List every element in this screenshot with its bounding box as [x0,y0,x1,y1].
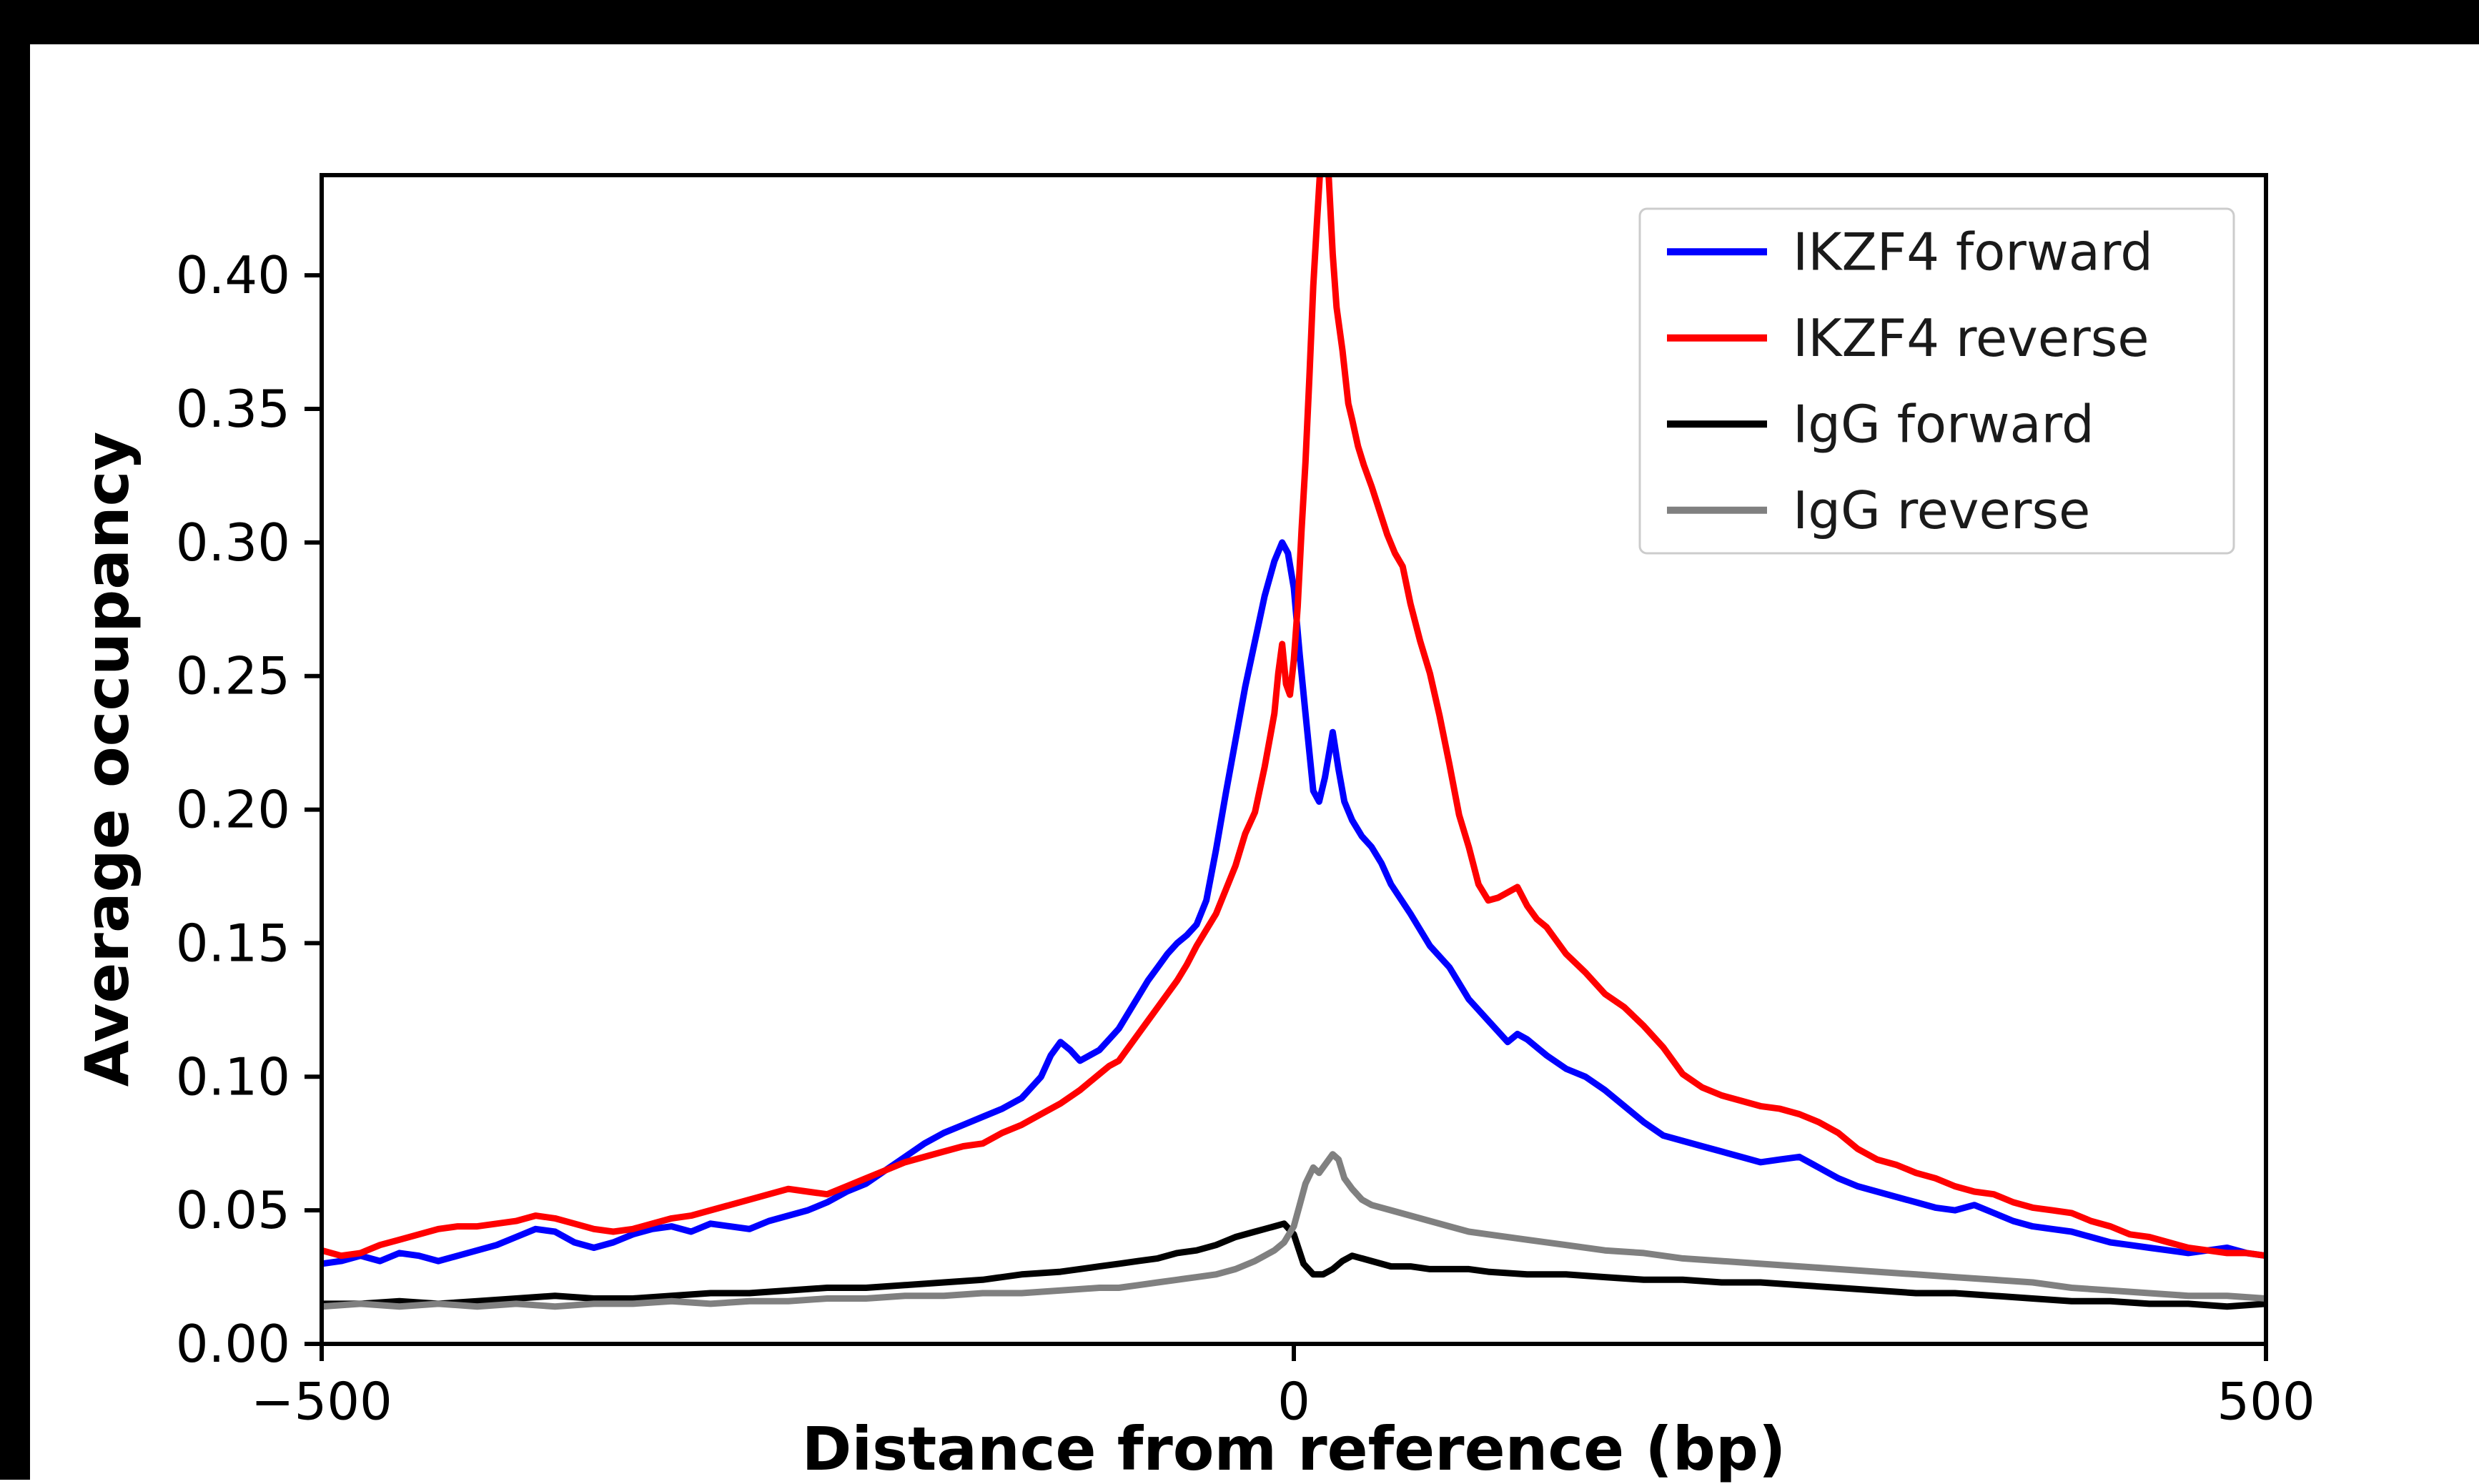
x-tick-label: 0 [1277,1372,1310,1432]
x-axis-label: Distance from reference (bp) [801,1414,1786,1484]
left-border [0,0,30,1480]
y-tick-label: 0.10 [176,1047,290,1107]
top-border [0,0,2479,44]
y-tick-label: 0.05 [176,1180,290,1240]
y-tick-label: 0.00 [176,1314,290,1374]
series-line-ikzf4-reverse [322,175,2266,1260]
y-tick-label: 0.35 [176,379,290,439]
y-tick-label: 0.40 [176,245,290,305]
legend-box [1638,207,2235,555]
legend-label-igg-forward: IgG forward [1793,394,2094,454]
y-tick-label: 0.15 [176,913,290,973]
x-tick-label: −500 [251,1372,392,1432]
y-tick-label: 0.30 [176,513,290,573]
series-line-igg-reverse [322,1151,2266,1310]
series-line-igg-forward [322,1220,2266,1310]
legend-label-ikzf4-forward: IKZF4 forward [1793,222,2153,282]
series-line-ikzf4-forward [322,539,2266,1267]
legend-label-igg-reverse: IgG reverse [1793,480,2090,540]
y-axis-label: Average occupancy [72,431,142,1087]
legend: IKZF4 forward IKZF4 reverse IgG forward IgG… [1638,207,2235,555]
y-tick-label: 0.20 [176,780,290,840]
x-tick-label: 500 [2217,1372,2315,1432]
legend-label-ikzf4-reverse: IKZF4 reverse [1793,308,2149,368]
y-tick-label: 0.25 [176,646,290,706]
plot-area [322,175,2266,1310]
